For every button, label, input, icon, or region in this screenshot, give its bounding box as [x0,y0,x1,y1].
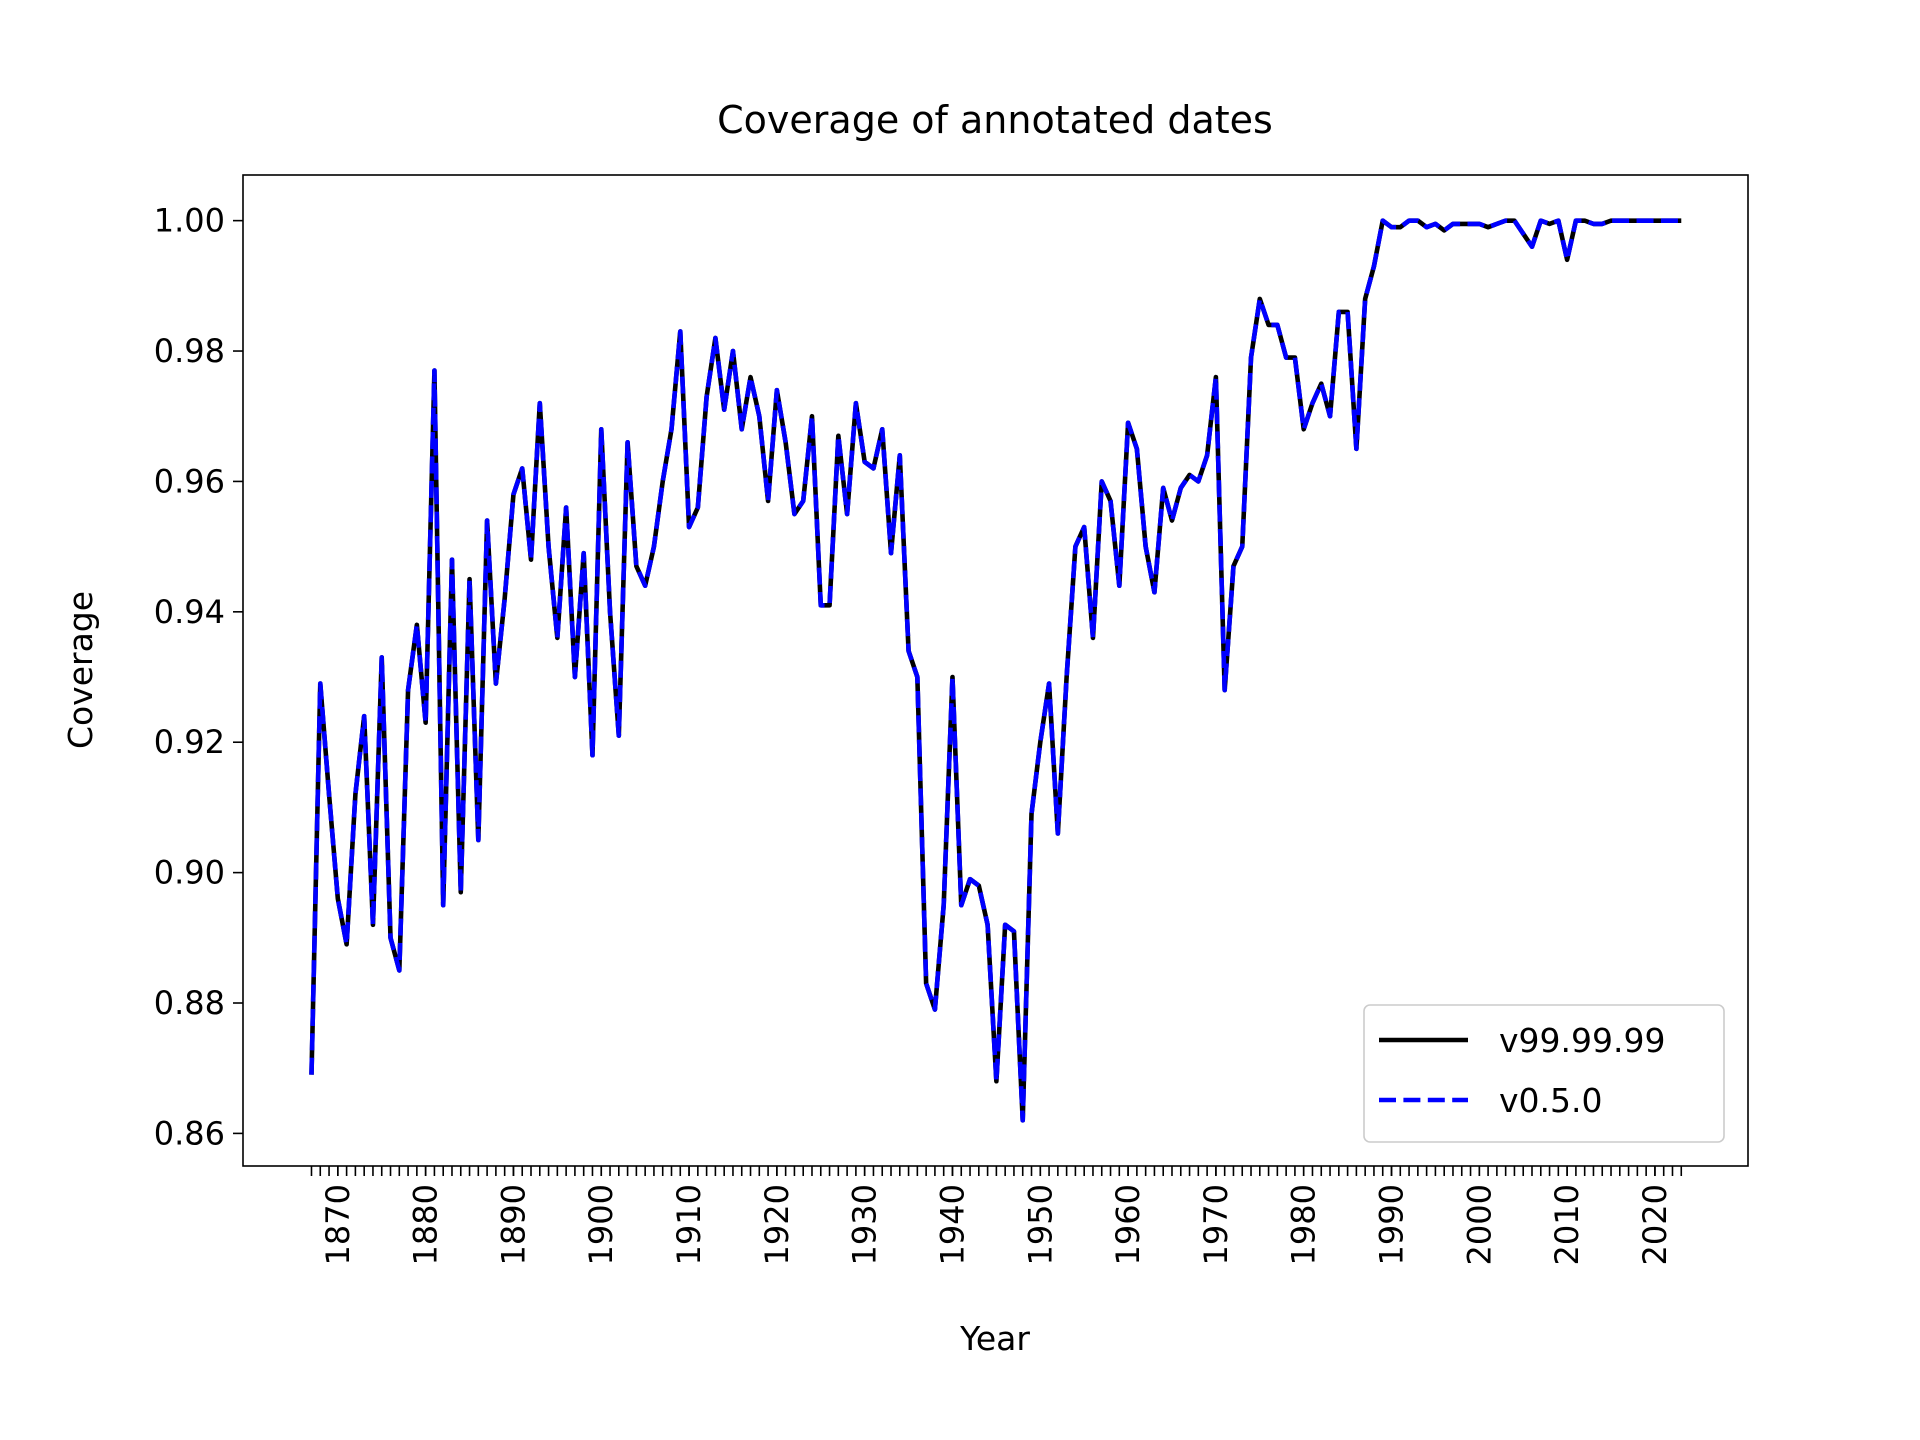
x-tick-label: 1880 [407,1184,445,1265]
x-axis-label: Year [959,1319,1030,1358]
y-tick-label: 0.92 [154,723,225,761]
y-axis-label: Coverage [61,591,100,749]
x-tick-label: 1970 [1197,1184,1235,1265]
y-tick-label: 0.96 [154,462,225,500]
x-tick-label: 1950 [1021,1184,1059,1265]
series-line [309,218,1682,1123]
x-tick-label: 1870 [319,1184,357,1265]
x-tick-label: 1990 [1373,1184,1411,1265]
x-tick-label: 1910 [670,1184,708,1265]
x-tick-label: 1900 [582,1184,620,1265]
x-tick-label: 1890 [494,1184,532,1265]
plot-frame [242,174,1749,1167]
y-tick-label: 0.86 [154,1114,225,1152]
y-tick-label: 0.90 [154,854,225,892]
x-tick-label: 1960 [1109,1184,1147,1265]
x-tick-label: 1930 [846,1184,884,1265]
chart-title: Coverage of annotated dates [717,98,1273,142]
x-tick-label: 1980 [1285,1184,1323,1265]
x-tick-label: 1920 [758,1184,796,1265]
y-tick-label: 0.94 [154,593,225,631]
x-tick-label: 2010 [1548,1184,1586,1265]
x-tick-label: 2020 [1636,1184,1674,1265]
y-tick-label: 0.88 [154,984,225,1022]
x-tick-label: 1940 [933,1184,971,1265]
legend-label: v99.99.99 [1499,1021,1665,1060]
y-tick-label: 0.98 [154,332,225,370]
legend-label: v0.5.0 [1499,1081,1603,1120]
y-tick-label: 1.00 [154,202,225,240]
x-tick-label: 2000 [1460,1184,1498,1265]
